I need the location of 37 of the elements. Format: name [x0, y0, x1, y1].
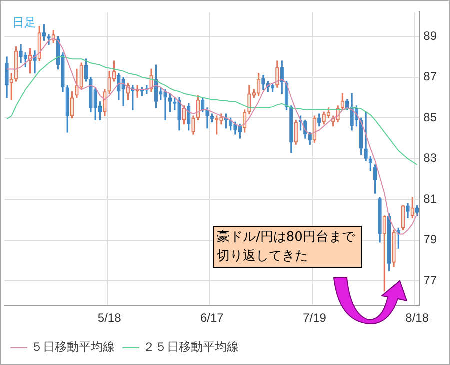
legend-label: ２５日移動平均線: [143, 340, 239, 354]
y-tick-label: 87: [424, 70, 438, 84]
candlestick: [192, 116, 196, 135]
x-tick-label: 7/19: [303, 311, 327, 326]
candlestick: [290, 106, 294, 154]
y-tick-label: 83: [424, 151, 438, 166]
y-tick-label: 81: [424, 192, 438, 206]
y-tick-label: 89: [424, 28, 438, 43]
candlestick: [308, 132, 312, 145]
candlestick: [276, 60, 280, 88]
candlestick: [248, 85, 252, 114]
y-tick-label: 85: [424, 110, 438, 124]
x-tick-label: 5/18: [98, 311, 122, 326]
candlestick: [122, 77, 126, 106]
candlestick: [89, 77, 93, 112]
candlestick: [164, 89, 168, 121]
candlestick: [364, 112, 368, 162]
candlestick: [117, 72, 121, 100]
candlestick: [103, 89, 107, 116]
y-tick-label: 77: [424, 273, 438, 288]
candlestick: [75, 68, 79, 98]
legend-label: ５日移動平均線: [31, 340, 115, 354]
candlestick: [280, 60, 284, 94]
candlestick: [378, 197, 382, 243]
x-tick-label: 6/17: [200, 311, 224, 326]
x-tick-label: 8/18: [406, 311, 430, 326]
candlestick: [228, 118, 233, 131]
annotation: 豪ドル/円は80円台まで切り返してきた: [213, 226, 362, 268]
y-tick-label: 79: [424, 232, 438, 247]
candlestick: [262, 75, 266, 90]
candlestick: [392, 230, 396, 268]
candlestick: [5, 56, 9, 98]
chart-title: 日足: [12, 15, 37, 30]
candlestick: [318, 114, 322, 127]
candlestick: [294, 120, 298, 145]
candlestick: [206, 108, 210, 129]
candlestick: [406, 203, 410, 218]
